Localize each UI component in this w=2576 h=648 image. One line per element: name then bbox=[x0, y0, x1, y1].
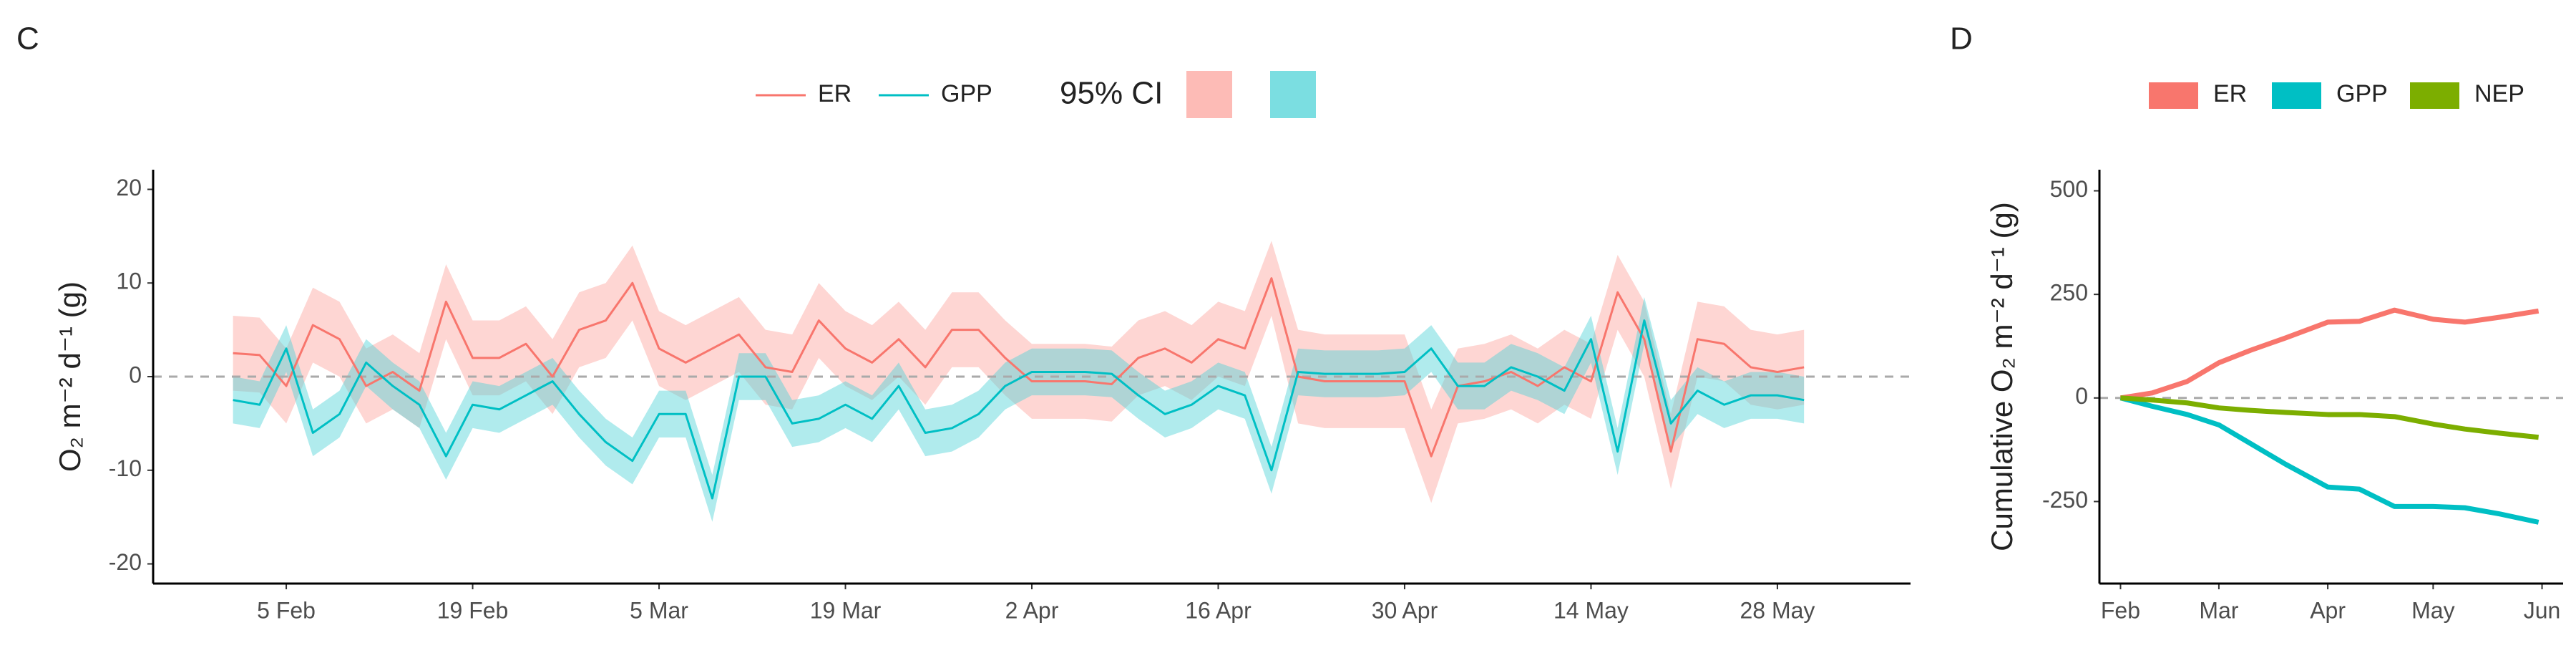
x-tick-label: 16 Apr bbox=[1185, 597, 1252, 623]
ci-legend-label: 95% CI bbox=[1060, 76, 1163, 111]
x-tick-label: 19 Feb bbox=[437, 597, 509, 623]
legend-label: ER bbox=[818, 80, 852, 107]
legend-label: GPP bbox=[2336, 80, 2388, 107]
x-tick-label: 5 Feb bbox=[257, 597, 316, 623]
x-tick-label: Apr bbox=[2310, 597, 2346, 623]
series-line bbox=[2119, 395, 2540, 525]
x-tick-label: Jun bbox=[2524, 597, 2561, 623]
x-tick-label: Feb bbox=[2101, 597, 2140, 623]
ci-legend-key bbox=[1270, 71, 1316, 118]
y-tick-label: 20 bbox=[116, 175, 142, 200]
y-axis-label: O₂ m⁻² d⁻¹ (g) bbox=[53, 281, 87, 472]
y-axis-label: Cumulative O₂ m⁻² d⁻¹ (g) bbox=[1985, 202, 2019, 551]
series-line bbox=[2120, 395, 2540, 440]
x-tick-label: 28 May bbox=[1740, 597, 1815, 623]
x-tick-label: Mar bbox=[2199, 597, 2238, 623]
x-tick-label: 19 Mar bbox=[810, 597, 882, 623]
panel-label: D bbox=[1950, 21, 1973, 57]
ci-legend-key bbox=[1186, 71, 1232, 118]
panel-label: C bbox=[16, 21, 39, 57]
x-tick-label: May bbox=[2411, 597, 2454, 623]
x-tick-label: 5 Mar bbox=[630, 597, 688, 623]
y-tick-label: 250 bbox=[2050, 280, 2088, 306]
x-tick-label: 14 May bbox=[1553, 597, 1629, 623]
y-tick-label: 500 bbox=[2050, 176, 2088, 202]
x-tick-label: 30 Apr bbox=[1372, 597, 1438, 623]
x-tick-label: 2 Apr bbox=[1005, 597, 1059, 623]
y-tick-label: 10 bbox=[116, 269, 142, 294]
y-tick-label: -20 bbox=[109, 549, 142, 575]
legend-key bbox=[2272, 82, 2321, 109]
legend-key bbox=[2149, 82, 2198, 109]
series-line bbox=[233, 319, 1805, 500]
legend-key bbox=[2410, 82, 2459, 109]
ci-band bbox=[233, 241, 1805, 503]
legend-label: GPP bbox=[941, 80, 992, 107]
y-tick-label: -250 bbox=[2042, 487, 2088, 513]
ci-band bbox=[233, 296, 1805, 522]
legend-label: NEP bbox=[2474, 80, 2524, 107]
legend-label: ER bbox=[2213, 80, 2247, 107]
y-tick-label: -10 bbox=[109, 455, 142, 481]
y-tick-label: 0 bbox=[129, 362, 142, 387]
series-line bbox=[2119, 307, 2540, 401]
series-line bbox=[233, 277, 1805, 458]
y-tick-label: 0 bbox=[2075, 383, 2088, 409]
